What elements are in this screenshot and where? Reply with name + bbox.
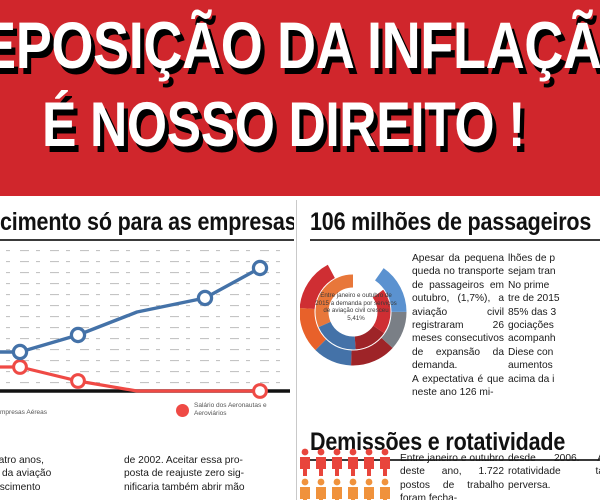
series-salario-line	[0, 365, 262, 393]
person-icon	[316, 448, 326, 476]
right-heading-rule	[310, 239, 600, 241]
left-heading-rule	[0, 239, 294, 241]
line-chart-svg	[0, 250, 290, 399]
person-icon	[332, 478, 342, 500]
person-icon	[364, 478, 374, 500]
legend-label-salario: Salário dos Aeronautas e Aeroviários	[194, 402, 267, 417]
subsection-body-column-2: desde 2006. A rotatividade ta perversa.	[508, 453, 600, 491]
column-divider	[296, 200, 297, 500]
left-column: cimento só para as empresas	[0, 196, 294, 500]
right-section-heading: 106 milhões de passageiros	[310, 208, 592, 236]
legend-swatch-red	[176, 403, 189, 417]
right-body-column-1: Apesar da pequena queda no transporte de…	[412, 253, 504, 399]
person-icon	[300, 448, 310, 476]
right-body-column-2: lhões de p sejam tran No prime tre de 20…	[508, 253, 560, 385]
chart-gridlines	[0, 250, 290, 390]
person-icon	[316, 478, 326, 500]
left-body-column-2: de 2002. Aceitar essa pro- posta de reaj…	[124, 455, 245, 493]
person-icon	[348, 478, 358, 500]
series-salario-markers	[12, 359, 268, 399]
donut-chart: Entre janeiro e outubro de 2015 a demand…	[300, 248, 414, 376]
legend-item-empresas: mpresas Aéreas	[0, 406, 47, 419]
person-icon	[380, 448, 390, 476]
donut-outer-ring	[300, 258, 407, 366]
person-icon	[300, 478, 310, 500]
person-icon	[332, 448, 342, 476]
left-body-column-1: nos quatro anos, o setor da aviação rou …	[0, 455, 52, 493]
headline-banner: EPOSIÇÃO DA INFLAÇÃ É NOSSO DIREITO !	[0, 0, 600, 196]
person-icon	[348, 448, 358, 476]
people-pictogram	[300, 448, 394, 500]
donut-caption: Entre janeiro e outubro de 2015 a demand…	[315, 292, 397, 322]
legend-item-salario: Salário dos Aeronautas e Aeroviários	[176, 402, 290, 418]
legend-label-empresas: mpresas Aéreas	[0, 408, 47, 416]
right-column: 106 milhões de passageiros	[300, 196, 600, 500]
series-empresas-markers	[11, 259, 269, 361]
person-icon	[380, 478, 390, 500]
people-row-1	[300, 448, 394, 476]
subsection-body-column-1: Entre janeiro e outubro deste ano, 1.722…	[400, 453, 504, 500]
left-section-heading: cimento só para as empresas	[0, 208, 294, 236]
line-chart: mpresas Aéreas Salário dos Aeronautas e …	[0, 250, 290, 420]
donut-inner-ring	[315, 274, 391, 350]
headline-line-1: EPOSIÇÃO DA INFLAÇÃ	[0, 8, 600, 82]
series-empresas-line	[0, 266, 262, 354]
headline-line-2: É NOSSO DIREITO !	[42, 90, 525, 160]
person-icon	[364, 448, 374, 476]
subsection-heading-rule	[310, 459, 600, 461]
chart-legend: mpresas Aéreas Salário dos Aeronautas e …	[0, 402, 290, 432]
people-row-2	[300, 478, 394, 500]
donut-chart-svg	[300, 258, 407, 366]
